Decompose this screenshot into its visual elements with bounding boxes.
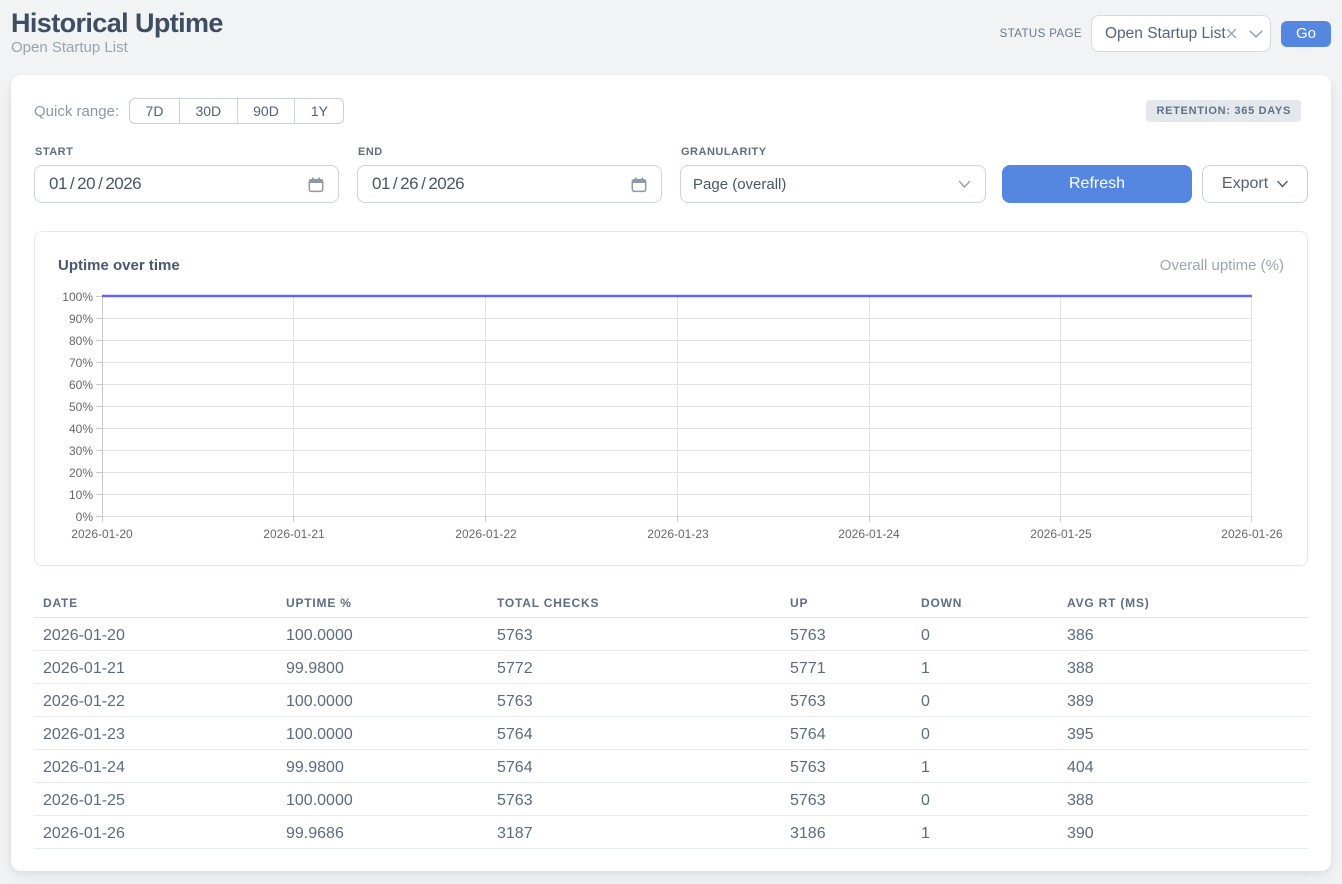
svg-text:2026-01-22: 2026-01-22 <box>455 527 517 541</box>
svg-text:100%: 100% <box>62 290 93 304</box>
svg-text:30%: 30% <box>69 444 93 458</box>
svg-text:50%: 50% <box>69 400 93 414</box>
svg-text:20%: 20% <box>69 466 93 480</box>
svg-text:80%: 80% <box>69 334 93 348</box>
svg-text:2026-01-26: 2026-01-26 <box>1221 527 1283 541</box>
svg-text:40%: 40% <box>69 422 93 436</box>
svg-text:2026-01-25: 2026-01-25 <box>1030 527 1092 541</box>
svg-text:90%: 90% <box>69 312 93 326</box>
svg-text:2026-01-24: 2026-01-24 <box>838 527 900 541</box>
svg-text:2026-01-20: 2026-01-20 <box>71 527 133 541</box>
svg-text:2026-01-23: 2026-01-23 <box>647 527 709 541</box>
svg-text:10%: 10% <box>69 488 93 502</box>
svg-text:70%: 70% <box>69 356 93 370</box>
svg-text:0%: 0% <box>76 510 94 524</box>
svg-text:60%: 60% <box>69 378 93 392</box>
svg-text:2026-01-21: 2026-01-21 <box>263 527 325 541</box>
